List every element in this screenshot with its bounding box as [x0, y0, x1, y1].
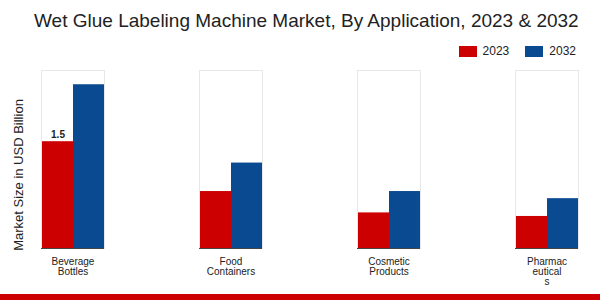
svg-text:Pharmaceuticals: Pharmaceuticals — [527, 256, 567, 287]
svg-text:CosmeticProducts: CosmeticProducts — [368, 256, 410, 277]
html-text:2023: 2023 — [482, 44, 510, 58]
html-text:2032: 2032 — [549, 44, 576, 58]
html-text:Market Size in USD Billion: Market Size in USD Billion — [10, 99, 26, 251]
svg-text:1.5: 1.5 — [51, 129, 65, 140]
svg-text:BeverageBottles: BeverageBottles — [52, 256, 95, 277]
svg-text:FoodContainers: FoodContainers — [207, 256, 255, 277]
html-text:Wet Glue Labeling Machine Mark: Wet Glue Labeling Machine Market, By App… — [34, 10, 579, 31]
